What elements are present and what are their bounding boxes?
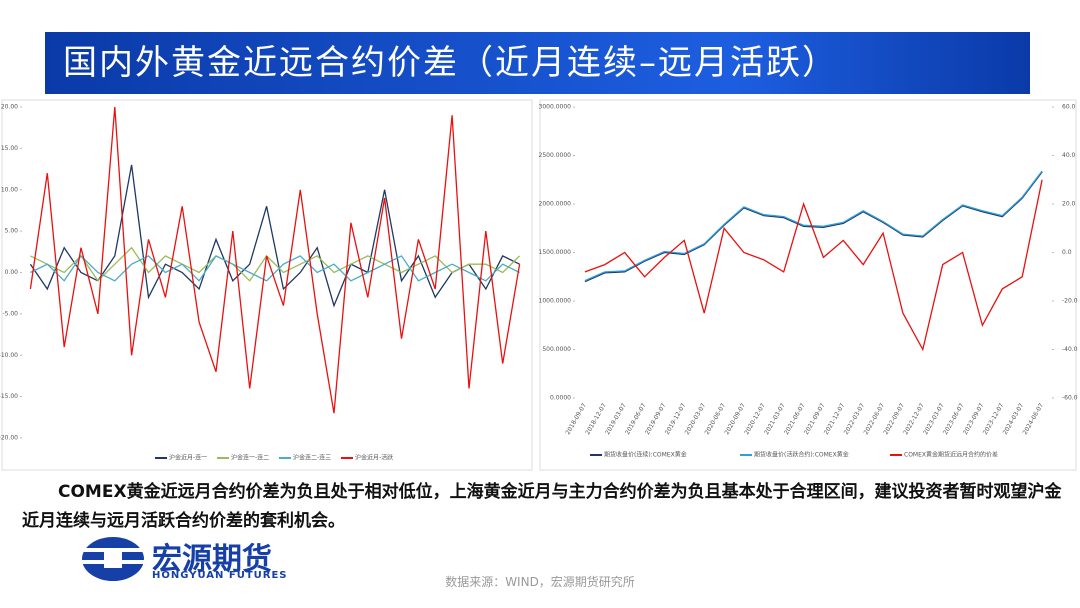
series-line	[29, 106, 521, 414]
series-line	[584, 170, 1043, 282]
y2-tick-label: -60.0	[1062, 395, 1078, 402]
y2-tick-label: 40.0	[1062, 152, 1076, 159]
legend-label: COMEX黄金期货近远月合约的价差	[904, 451, 998, 459]
y-tick-label: -10.00	[0, 352, 18, 359]
y-tick-label: 15.00	[1, 145, 18, 152]
y-tick-label: -15.00	[0, 393, 18, 400]
y-tick-label: 5.00	[5, 228, 19, 235]
y-tick-label: 0.00	[5, 269, 19, 276]
legend-label: 沪金连二-连三	[293, 454, 331, 462]
legend-label: 期货收盘价(连续):COMEX黄金	[604, 451, 687, 459]
chart-frame	[539, 99, 1077, 471]
legend-label: 沪金近月-活跃	[355, 454, 393, 462]
y-tick-label: 3000.0000	[539, 104, 572, 111]
y-tick-label: 1500.0000	[539, 249, 572, 256]
y-tick-label: 0.0000	[550, 395, 571, 402]
y-tick-label: -20.00	[0, 435, 18, 442]
y-tick-label: -5.00	[2, 310, 18, 317]
y-tick-label: 1000.0000	[539, 298, 572, 305]
y2-tick-label: 20.0	[1062, 201, 1076, 208]
y-tick-label: 10.00	[1, 186, 18, 193]
series-line	[30, 254, 520, 282]
logo-english: HONGYUAN FUTURES	[152, 570, 288, 581]
y2-tick-label: -40.0	[1062, 346, 1078, 353]
y-tick-label: 2000.0000	[539, 201, 572, 208]
y2-tick-label: 0.0	[1062, 249, 1072, 256]
source: 数据来源：WIND，宏源期货研究所	[445, 575, 635, 589]
logo-name: 宏源期货	[152, 542, 272, 577]
legend-label: 沪金近月-连一	[169, 454, 207, 462]
logo-icon	[80, 537, 146, 581]
logo: 宏源期货 HONGYUAN FUTURES	[80, 534, 287, 588]
y2-tick-label: 60.0	[1062, 104, 1076, 111]
legend-label: 期货收盘价(活跃合约):COMEX黄金	[754, 451, 849, 459]
chart-frame	[1, 99, 533, 471]
series-line	[584, 171, 1043, 283]
y-tick-label: 500.0000	[542, 346, 571, 353]
y2-tick-label: -20.0	[1062, 298, 1078, 305]
y-tick-label: 20.00	[1, 104, 18, 111]
title: 国内外黄金近远合约价差（近月连续–远月活跃）	[45, 32, 1030, 94]
body-text: COMEX黄金近远月合约价差为负且处于相对低位，上海黄金近月与主力合约价差为负且…	[22, 482, 1062, 531]
legend-label: 沪金连一-连二	[231, 454, 269, 462]
series-line	[584, 179, 1043, 352]
y-tick-label: 2500.0000	[539, 152, 572, 159]
series-line	[29, 164, 520, 308]
